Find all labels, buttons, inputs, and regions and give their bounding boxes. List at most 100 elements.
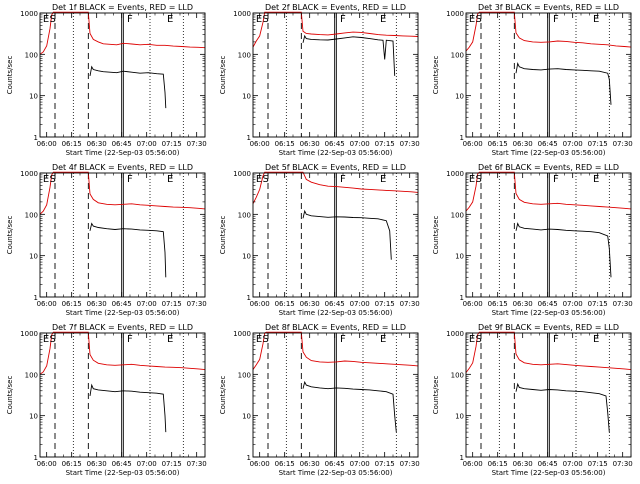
panel-chart-9: Det 9f BLACK = Events, RED = LLD 1 10 100 10… <box>432 323 633 477</box>
x-tick-label: 06:30 <box>513 300 533 308</box>
x-tick-label: 06:15 <box>488 460 508 468</box>
event-marker-label: F <box>340 174 346 185</box>
y-axis-label: Counts/sec <box>6 216 14 255</box>
y-axis-label: Counts/sec <box>219 56 227 95</box>
event-marker-label: S <box>476 174 482 185</box>
y-tick-label: 100 <box>238 371 251 379</box>
event-marker-label: E <box>43 174 49 185</box>
x-tick-label: 06:00 <box>463 460 483 468</box>
lld-series-line <box>253 171 418 205</box>
x-tick-label: 07:00 <box>563 140 583 148</box>
panel-chart-7: Det 7f BLACK = Events, RED = LLD 1 10 100 10… <box>6 323 207 477</box>
event-marker-label: F <box>340 334 346 345</box>
lld-series-line <box>40 11 205 55</box>
event-marker-label: F <box>553 174 559 185</box>
y-axis-label: Counts/sec <box>6 56 14 95</box>
detector-panel-5: Det 5f BLACK = Events, RED = LLD 1 10 100 10… <box>213 160 426 324</box>
x-tick-label: 06:15 <box>488 300 508 308</box>
x-tick-label: 06:45 <box>112 300 132 308</box>
y-tick-label: 1 <box>247 294 251 302</box>
x-tick-label: 06:15 <box>275 460 295 468</box>
axes-frame <box>252 12 419 138</box>
axes-frame <box>465 12 632 138</box>
x-axis-label: Start Time (22-Sep-03 05:56:00) <box>66 309 180 317</box>
y-tick-label: 100 <box>25 211 38 219</box>
y-tick-label: 10 <box>455 93 464 101</box>
lld-series-line <box>466 171 631 212</box>
y-tick-label: 1000 <box>446 170 464 178</box>
x-tick-label: 07:30 <box>400 140 420 148</box>
x-tick-label: 07:15 <box>588 300 608 308</box>
y-tick-label: 1 <box>34 454 38 462</box>
x-tick-label: 06:30 <box>300 460 320 468</box>
y-tick-label: 1000 <box>20 330 38 338</box>
lld-series-line <box>40 171 205 215</box>
y-tick-label: 10 <box>242 253 251 261</box>
event-marker-label: E <box>469 174 475 185</box>
y-tick-label: 1 <box>34 134 38 142</box>
x-tick-label: 07:30 <box>400 300 420 308</box>
x-tick-label: 06:45 <box>112 140 132 148</box>
x-tick-label: 07:30 <box>400 460 420 468</box>
detector-panel-1: Det 1f BLACK = Events, RED = LLD 1 10 100 10… <box>0 0 213 164</box>
detector-panel-8: Det 8f BLACK = Events, RED = LLD 1 10 100 10… <box>213 320 426 484</box>
x-tick-label: 06:30 <box>300 140 320 148</box>
y-tick-label: 100 <box>25 51 38 59</box>
event-marker-label: S <box>263 14 269 25</box>
axes-frame <box>252 332 419 458</box>
event-marker-label: F <box>127 14 133 25</box>
event-marker-label: S <box>263 334 269 345</box>
y-axis-label: Counts/sec <box>219 376 227 415</box>
axes-frame <box>39 172 206 298</box>
events-series-line <box>89 65 167 109</box>
x-tick-label: 06:30 <box>513 140 533 148</box>
x-axis-label: Start Time (22-Sep-03 05:56:00) <box>492 309 606 317</box>
x-tick-label: 07:30 <box>187 140 207 148</box>
x-tick-label: 07:00 <box>350 460 370 468</box>
lld-series-line <box>40 331 205 375</box>
x-tick-label: 07:15 <box>162 140 182 148</box>
event-marker-label: S <box>50 174 56 185</box>
events-series-line <box>302 34 396 76</box>
event-marker-label: E <box>43 14 49 25</box>
plot-area <box>40 331 205 457</box>
axes-frame <box>39 12 206 138</box>
y-tick-label: 1 <box>247 454 251 462</box>
plot-area <box>253 331 418 457</box>
y-tick-label: 100 <box>238 51 251 59</box>
x-tick-label: 06:45 <box>325 140 345 148</box>
x-tick-label: 06:45 <box>538 300 558 308</box>
x-tick-label: 06:00 <box>250 300 270 308</box>
axes-frame <box>39 332 206 458</box>
y-tick-label: 100 <box>25 371 38 379</box>
panel-title: Det 9f BLACK = Events, RED = LLD <box>478 323 619 332</box>
x-axis-label: Start Time (22-Sep-03 05:56:00) <box>279 469 393 477</box>
x-tick-label: 06:30 <box>87 300 107 308</box>
x-tick-label: 07:30 <box>187 460 207 468</box>
detector-panel-7: Det 7f BLACK = Events, RED = LLD 1 10 100 10… <box>0 320 213 484</box>
x-tick-label: 07:15 <box>588 140 608 148</box>
x-tick-label: 07:15 <box>162 460 182 468</box>
plot-area <box>253 11 418 137</box>
x-tick-label: 07:15 <box>588 460 608 468</box>
panel-chart-8: Det 8f BLACK = Events, RED = LLD 1 10 100 10… <box>219 323 420 477</box>
panel-title: Det 4f BLACK = Events, RED = LLD <box>52 163 193 172</box>
y-tick-label: 1 <box>34 294 38 302</box>
y-axis-label: Counts/sec <box>6 376 14 415</box>
y-tick-label: 100 <box>451 211 464 219</box>
event-marker-label: S <box>50 334 56 345</box>
x-axis-label: Start Time (22-Sep-03 05:56:00) <box>66 469 180 477</box>
x-tick-label: 06:45 <box>538 140 558 148</box>
x-tick-label: 06:30 <box>87 140 107 148</box>
y-tick-label: 1000 <box>446 10 464 18</box>
y-tick-label: 1000 <box>20 10 38 18</box>
x-tick-label: 06:00 <box>463 300 483 308</box>
plot-area <box>253 171 418 297</box>
events-series-line <box>302 209 392 260</box>
panel-title: Det 7f BLACK = Events, RED = LLD <box>52 323 193 332</box>
x-tick-label: 07:30 <box>187 300 207 308</box>
panel-chart-4: Det 4f BLACK = Events, RED = LLD 1 10 100 10… <box>6 163 207 317</box>
x-tick-label: 07:00 <box>563 300 583 308</box>
y-tick-label: 10 <box>29 93 38 101</box>
